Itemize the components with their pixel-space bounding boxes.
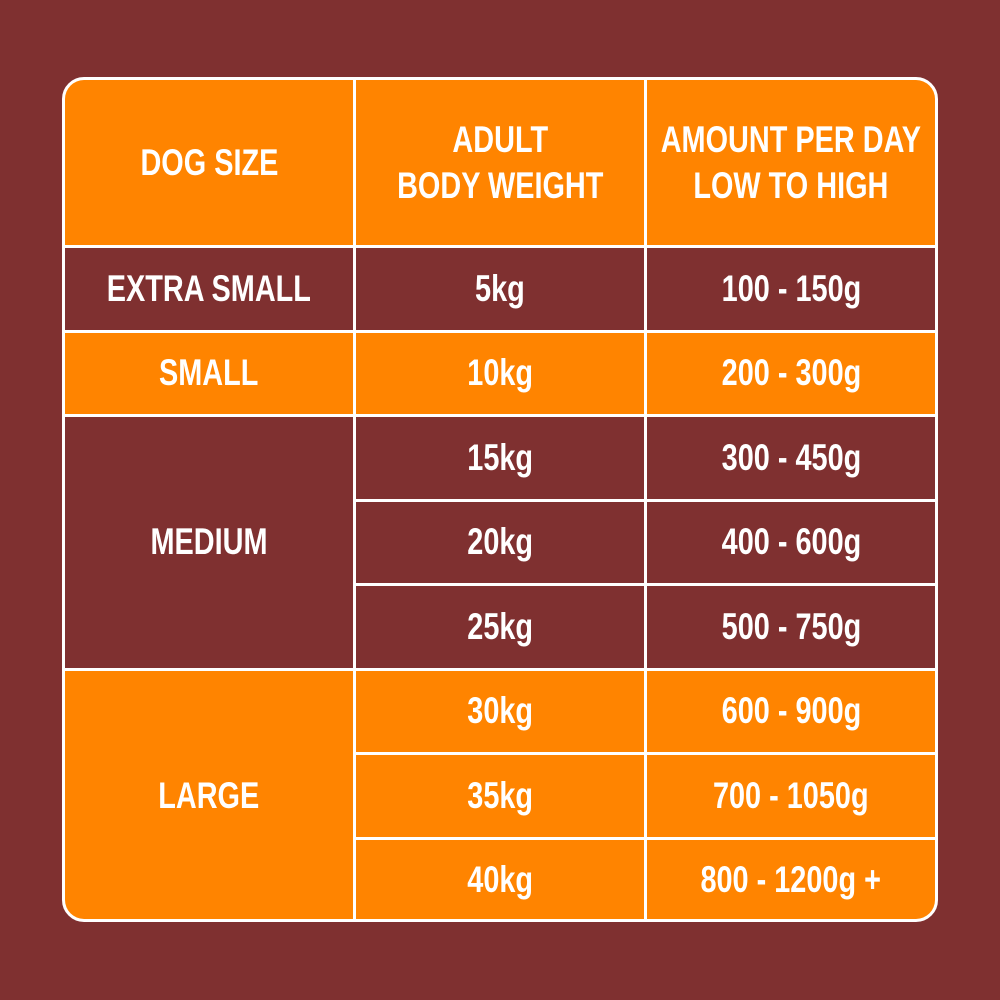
weight-cell: 35kg (356, 755, 644, 837)
amount-cell: 800 - 1200g + (647, 839, 935, 919)
amount-cell: 500 - 750g (647, 586, 935, 668)
size-medium: MEDIUM (65, 417, 353, 668)
weight-cell: 20kg (356, 501, 644, 583)
size-small: SMALL (65, 332, 353, 414)
header-body-weight: ADULT BODY WEIGHT (356, 80, 644, 245)
amount-cell: 400 - 600g (647, 501, 935, 583)
amount-cell: 700 - 1050g (647, 755, 935, 837)
header-dog-size: DOG SIZE (65, 80, 353, 245)
amount-cell: 600 - 900g (647, 670, 935, 752)
feeding-table: DOG SIZE ADULT BODY WEIGHT AMOUNT PER DAY… (62, 77, 938, 922)
size-extra-small: EXTRA SMALL (65, 248, 353, 330)
weight-cell: 25kg (356, 586, 644, 668)
amount-cell: 200 - 300g (647, 332, 935, 414)
size-large: LARGE (65, 670, 353, 919)
weight-cell: 10kg (356, 332, 644, 414)
weight-cell: 15kg (356, 417, 644, 499)
weight-cell: 5kg (356, 248, 644, 330)
header-amount-per-day: AMOUNT PER DAY LOW TO HIGH (647, 80, 935, 245)
weight-cell: 30kg (356, 670, 644, 752)
amount-cell: 100 - 150g (647, 248, 935, 330)
amount-cell: 300 - 450g (647, 417, 935, 499)
weight-cell: 40kg (356, 839, 644, 919)
